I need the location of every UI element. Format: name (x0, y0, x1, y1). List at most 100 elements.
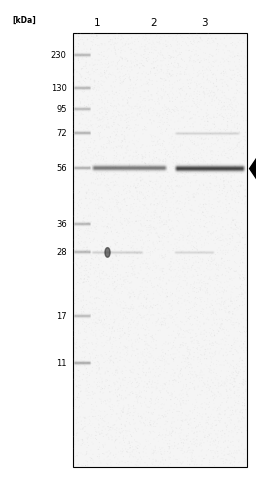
Point (135, 394, 139, 402)
Point (154, 178, 158, 185)
Point (157, 275, 161, 283)
Point (213, 338, 217, 346)
Point (134, 217, 138, 225)
Point (90, 147, 94, 155)
Point (169, 110, 173, 118)
Point (99, 308, 103, 316)
Point (242, 162, 246, 170)
Point (217, 236, 221, 244)
Point (234, 226, 238, 234)
Point (197, 249, 201, 257)
Point (207, 58, 211, 66)
Point (201, 180, 205, 188)
Point (134, 443, 138, 451)
Point (144, 449, 148, 457)
Point (156, 316, 161, 323)
Point (105, 453, 109, 461)
Point (156, 317, 160, 324)
Point (159, 48, 163, 56)
Point (86, 227, 90, 234)
Point (96, 116, 100, 124)
Point (96, 411, 100, 419)
Point (199, 400, 203, 408)
Point (83, 417, 87, 425)
Point (139, 182, 143, 189)
Point (88, 311, 92, 319)
Point (197, 80, 201, 88)
Point (154, 422, 158, 430)
Point (211, 460, 215, 468)
Point (215, 127, 219, 135)
Point (180, 417, 185, 425)
Point (154, 209, 158, 217)
Point (147, 193, 151, 201)
Point (232, 383, 236, 391)
Point (199, 461, 203, 469)
Point (163, 320, 167, 328)
Point (169, 390, 174, 398)
Point (179, 42, 184, 49)
Point (162, 77, 166, 85)
Point (109, 243, 113, 251)
Point (118, 79, 122, 87)
Point (239, 449, 243, 457)
Point (150, 352, 154, 360)
Point (195, 39, 199, 46)
Point (105, 357, 109, 365)
Point (169, 432, 173, 439)
Point (173, 235, 177, 243)
Point (212, 97, 217, 104)
Point (138, 460, 142, 468)
Point (230, 172, 234, 180)
Point (76, 128, 80, 136)
Point (81, 243, 86, 251)
Point (236, 52, 240, 60)
Point (220, 187, 224, 194)
Point (186, 424, 190, 432)
Point (204, 423, 208, 431)
Point (202, 297, 207, 305)
Point (181, 98, 185, 106)
Point (89, 279, 93, 287)
Point (122, 434, 126, 442)
Point (110, 291, 114, 299)
Point (100, 352, 104, 360)
Point (173, 103, 177, 110)
Point (180, 445, 184, 453)
Point (78, 85, 82, 92)
Point (168, 31, 172, 38)
Point (233, 94, 238, 102)
Point (83, 248, 88, 255)
Point (214, 270, 218, 278)
Point (90, 55, 94, 63)
Point (210, 422, 214, 430)
Point (169, 389, 173, 397)
Point (79, 356, 83, 364)
Point (188, 205, 192, 213)
Point (102, 133, 106, 140)
Point (204, 109, 208, 117)
Point (165, 384, 169, 391)
Point (167, 276, 171, 284)
Point (73, 66, 77, 74)
Point (163, 55, 167, 62)
Point (187, 200, 191, 207)
Point (197, 359, 201, 366)
Point (104, 163, 108, 171)
Point (221, 89, 225, 97)
Point (191, 326, 195, 334)
Point (89, 316, 93, 323)
Point (223, 410, 227, 418)
Point (148, 250, 153, 257)
Point (111, 422, 115, 429)
Point (85, 96, 89, 103)
Point (139, 313, 143, 321)
Point (110, 223, 114, 231)
Point (90, 364, 94, 371)
Point (80, 435, 84, 443)
Point (244, 186, 248, 194)
Point (166, 448, 170, 456)
Point (212, 316, 216, 324)
Point (76, 278, 80, 286)
Point (167, 277, 171, 285)
